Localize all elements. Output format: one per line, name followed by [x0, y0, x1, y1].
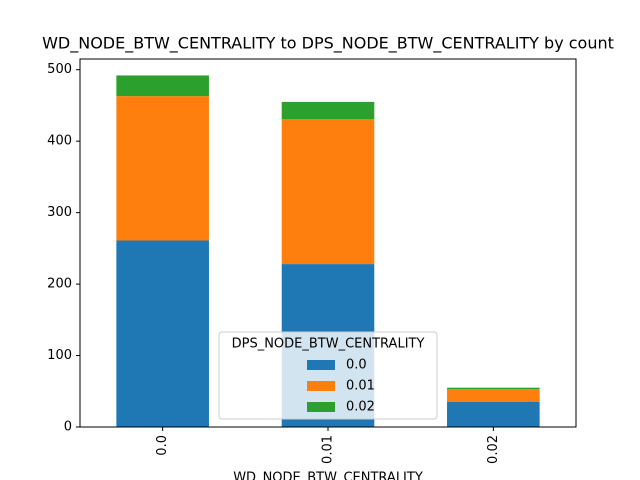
bar-segment: [281, 101, 375, 120]
legend-swatch: [307, 381, 335, 391]
bar-segment: [116, 75, 209, 97]
x-tick-label: 0.02: [486, 435, 501, 464]
legend-label: 0.01: [346, 379, 375, 394]
y-tick-label: 400: [47, 134, 72, 149]
legend-box: [218, 331, 438, 420]
bar-segment: [281, 119, 375, 265]
y-tick-label: 100: [47, 348, 72, 363]
legend-swatch: [307, 360, 335, 370]
legend-label: 0.02: [346, 400, 375, 415]
y-tick-label: 0: [64, 420, 72, 435]
bar-segment: [447, 389, 540, 402]
legend-title: DPS_NODE_BTW_CENTRALITY: [232, 337, 425, 352]
bar-segment: [447, 401, 540, 427]
y-tick-label: 500: [47, 62, 72, 77]
x-axis-label: WD_NODE_BTW_CENTRALITY: [233, 471, 423, 480]
plot-frame: [79, 58, 577, 428]
x-tick-label: 0.0: [155, 435, 170, 456]
bar-segment: [447, 387, 540, 390]
legend-label: 0.0: [346, 358, 367, 373]
bar-segment: [116, 96, 209, 241]
legend-swatch: [307, 402, 335, 412]
y-tick-label: 300: [47, 205, 72, 220]
y-tick-label: 200: [47, 277, 72, 292]
bar-segment: [116, 240, 209, 427]
x-tick-label: 0.01: [321, 435, 336, 464]
chart-title: WD_NODE_BTW_CENTRALITY to DPS_NODE_BTW_C…: [42, 34, 614, 54]
